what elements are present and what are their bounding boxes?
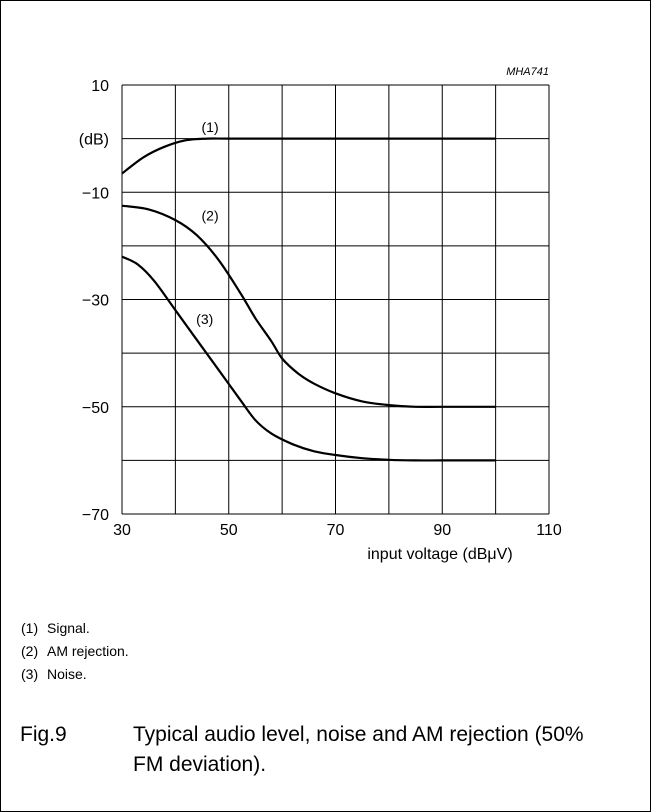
series-line-3 [121, 255, 496, 462]
x-tick-label: 110 [536, 522, 562, 539]
notes-list: (1) Signal. (2) AM rejection. (3) Noise. [21, 617, 129, 686]
figure-code: MHA741 [506, 66, 549, 78]
series-line-2 [121, 204, 496, 408]
x-tick-label: 70 [327, 522, 345, 539]
y-tick-label: 10 [91, 78, 109, 95]
note-item: (3) Noise. [21, 663, 129, 686]
chart-grid [121, 84, 550, 515]
note-text: Noise. [47, 666, 87, 682]
figure-caption-text: Typical audio level, noise and AM reject… [133, 723, 584, 776]
note-item: (2) AM rejection. [21, 640, 129, 663]
y-tick-label: −10 [82, 185, 109, 202]
figure-number: Fig.9 [20, 723, 67, 746]
chart-curves [121, 137, 496, 462]
x-tick-label: 90 [433, 522, 451, 539]
note-number: (3) [21, 666, 39, 682]
x-axis-label: input voltage (dBμV) [367, 546, 512, 563]
chart-labels: 30 50 70 90 110 10 −10 −30 −50 −70 (dB) input volta… [79, 66, 562, 563]
y-tick-label: −50 [82, 400, 109, 417]
note-number: (1) [21, 620, 39, 636]
series-line-1 [121, 137, 496, 175]
series-label-2: (2) [202, 207, 219, 223]
note-item: (1) Signal. [21, 617, 129, 640]
x-tick-label: 50 [220, 522, 238, 539]
y-tick-label: −30 [82, 293, 109, 310]
chart: 30 50 70 90 110 10 −10 −30 −50 −70 (dB) input volta… [79, 66, 562, 563]
x-tick-label: 30 [113, 522, 131, 539]
y-tick-label: −70 [82, 507, 109, 524]
note-text: Signal. [47, 620, 90, 636]
note-text: AM rejection. [47, 643, 129, 659]
series-label-1: (1) [202, 119, 219, 135]
series-label-3: (3) [196, 311, 213, 327]
note-number: (2) [21, 643, 39, 659]
y-axis-label: (dB) [79, 132, 109, 149]
